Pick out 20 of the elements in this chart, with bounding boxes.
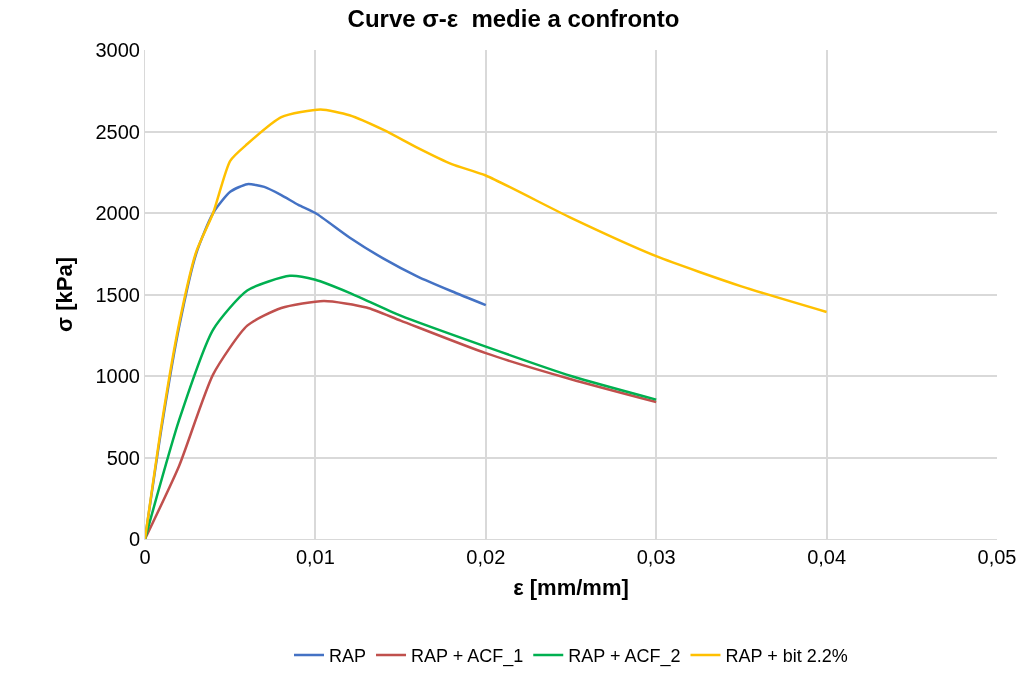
x-tick-label: 0,03 [636,546,676,568]
y-tick-label: 2500 [95,120,140,143]
x-tick-label: 0,01 [295,546,335,568]
y-tick-label: 2000 [95,202,140,224]
y-tick-label: 1500 [95,283,140,306]
legend-label: RAP + bit 2.2% [725,646,848,667]
line-series [145,108,828,539]
y-tick-label: 0 [128,528,140,550]
y-tick-label: 3000 [95,39,140,61]
y-tick-label: 500 [106,446,140,469]
x-tick-label: 0,02 [466,546,506,568]
chart-title: Curve σ-ε medie a confronto [347,5,680,33]
y-tick-label: 1000 [95,365,140,387]
legend-label: RAP + ACF_2 [568,646,681,668]
y-axis-title: σ [kPa] [52,257,78,332]
x-axis-title: ε [mm/mm] [513,574,629,600]
x-tick-label: 0,04 [807,546,847,568]
x-tick-label: 0,05 [977,546,1017,568]
legend-label: RAP [329,646,367,667]
legend-label: RAP + ACF_1 [411,646,524,668]
